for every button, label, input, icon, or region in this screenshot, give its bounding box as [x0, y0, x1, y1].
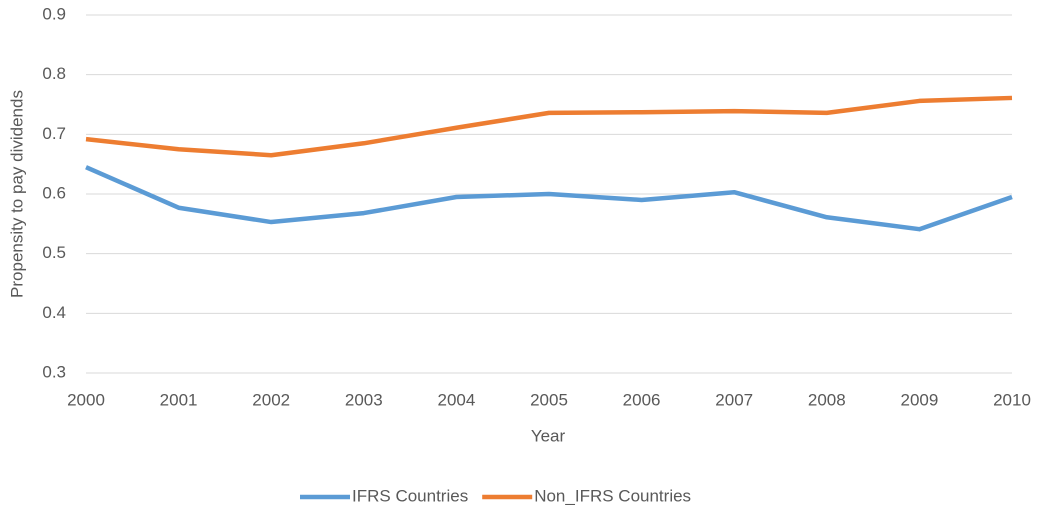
x-tick-label: 2009 — [900, 390, 938, 409]
x-tick-label: 2007 — [715, 390, 753, 409]
x-tick-label: 2010 — [993, 390, 1031, 409]
x-tick-label: 2003 — [345, 390, 383, 409]
x-axis-label: Year — [531, 426, 566, 445]
y-tick-label: 0.3 — [42, 362, 66, 381]
y-tick-label: 0.9 — [42, 4, 66, 23]
legend-label: Non_IFRS Countries — [534, 486, 691, 505]
series-line — [85, 95, 1013, 158]
y-tick-label: 0.5 — [42, 243, 66, 262]
x-tick-label: 2008 — [808, 390, 846, 409]
y-tick-label: 0.8 — [42, 64, 66, 83]
legend-label: IFRS Countries — [352, 486, 468, 505]
x-tick-label: 2002 — [252, 390, 290, 409]
y-tick-label: 0.6 — [42, 183, 66, 202]
x-tick-label: 2001 — [160, 390, 198, 409]
series-line — [85, 165, 1013, 232]
y-tick-label: 0.7 — [42, 124, 66, 143]
x-tick-label: 2006 — [623, 390, 661, 409]
x-tick-label: 2004 — [437, 390, 475, 409]
x-tick-label: 2005 — [530, 390, 568, 409]
y-axis-label: Propensity to pay dividends — [7, 90, 26, 298]
y-tick-label: 0.4 — [42, 303, 66, 322]
x-tick-label: 2000 — [67, 390, 105, 409]
